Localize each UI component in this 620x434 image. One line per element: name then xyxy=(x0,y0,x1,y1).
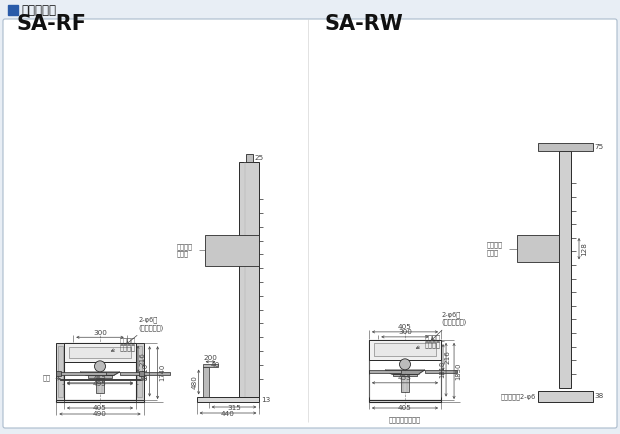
Text: 2-φ6穴
(壁固定用穴): 2-φ6穴 (壁固定用穴) xyxy=(126,317,164,344)
Text: 453: 453 xyxy=(398,375,412,381)
Polygon shape xyxy=(385,370,425,374)
Bar xyxy=(56,372,106,375)
Text: SA-RW: SA-RW xyxy=(325,14,404,34)
Bar xyxy=(369,400,441,402)
FancyBboxPatch shape xyxy=(3,19,617,428)
Bar xyxy=(139,372,144,376)
Text: 1850: 1850 xyxy=(456,362,461,380)
Text: 40: 40 xyxy=(211,362,220,368)
Bar xyxy=(401,376,409,392)
Bar xyxy=(136,343,144,400)
Text: 490: 490 xyxy=(93,411,107,417)
Text: アンカー穴ピッチ: アンカー穴ピッチ xyxy=(389,416,421,423)
Bar xyxy=(203,364,218,367)
Bar xyxy=(374,343,436,355)
Text: 300: 300 xyxy=(93,330,107,336)
Text: 25: 25 xyxy=(255,155,264,161)
Text: 13: 13 xyxy=(261,397,270,403)
Text: カセッテ
ホルダー: カセッテ ホルダー xyxy=(416,334,441,349)
Text: 128: 128 xyxy=(581,242,587,256)
Bar xyxy=(197,398,259,402)
Bar xyxy=(58,346,63,397)
Circle shape xyxy=(399,359,410,370)
Bar xyxy=(239,162,259,398)
Bar xyxy=(64,343,136,362)
Text: 1740: 1740 xyxy=(159,364,165,381)
Polygon shape xyxy=(80,372,120,375)
Bar xyxy=(205,235,259,266)
Bar xyxy=(69,347,131,358)
Text: 300: 300 xyxy=(398,329,412,335)
Text: SA-RF: SA-RF xyxy=(16,14,86,34)
Bar xyxy=(95,378,104,393)
Text: 216: 216 xyxy=(445,351,451,365)
Bar xyxy=(369,340,441,359)
Bar xyxy=(369,340,441,400)
Bar xyxy=(425,370,458,373)
Text: 38: 38 xyxy=(595,394,604,400)
Bar xyxy=(64,343,136,400)
Text: カセッテ
ホルダー: カセッテ ホルダー xyxy=(111,337,136,352)
Circle shape xyxy=(94,361,105,372)
Text: 踏板: 踏板 xyxy=(42,374,60,381)
Bar xyxy=(120,372,170,375)
Text: アンカー特2-φ6: アンカー特2-φ6 xyxy=(500,393,536,400)
Text: 480: 480 xyxy=(192,375,198,389)
Bar xyxy=(8,5,18,15)
Text: 75: 75 xyxy=(595,144,604,150)
Text: 216: 216 xyxy=(140,352,146,366)
Bar xyxy=(203,367,209,398)
Text: 半切判～
六切判: 半切判～ 六切判 xyxy=(487,242,503,256)
Text: 1710: 1710 xyxy=(143,363,149,380)
Text: 半切判～
六切判: 半切判～ 六切判 xyxy=(177,243,193,257)
Bar xyxy=(137,346,143,397)
Bar xyxy=(56,372,61,376)
Bar xyxy=(60,379,140,380)
Bar xyxy=(517,235,559,262)
Text: 2-φ6穴
(壁固定用穴): 2-φ6穴 (壁固定用穴) xyxy=(432,311,467,340)
Text: 440: 440 xyxy=(221,411,235,417)
Text: 495: 495 xyxy=(93,381,107,387)
Bar xyxy=(246,154,252,162)
Bar xyxy=(538,391,593,402)
Text: 405: 405 xyxy=(93,405,107,411)
Bar xyxy=(538,143,593,151)
Bar xyxy=(56,400,144,402)
Text: 外形寸法図: 外形寸法図 xyxy=(21,3,56,16)
Bar xyxy=(392,374,417,376)
Text: 1818: 1818 xyxy=(439,361,445,378)
Text: 18: 18 xyxy=(138,376,148,382)
Bar xyxy=(559,151,571,388)
Bar xyxy=(56,343,64,400)
Text: 453: 453 xyxy=(93,376,107,382)
Text: 315: 315 xyxy=(227,404,241,411)
Bar xyxy=(369,370,401,373)
Text: 200: 200 xyxy=(203,355,218,361)
Bar xyxy=(87,375,112,378)
Text: 405: 405 xyxy=(398,324,412,330)
Text: 405: 405 xyxy=(398,405,412,411)
